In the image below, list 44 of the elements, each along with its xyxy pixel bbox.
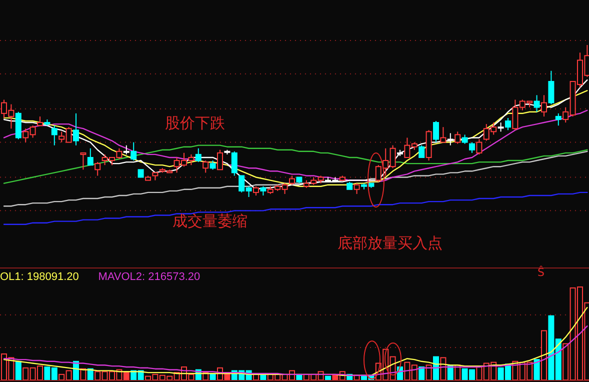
bar (210, 374, 216, 380)
candlestick (210, 160, 216, 170)
candlestick (202, 160, 209, 174)
candlestick (555, 112, 562, 126)
text: 底部放量买入点 (338, 234, 442, 252)
candlestick (462, 134, 468, 144)
candlestick (469, 142, 475, 154)
candlestick (195, 148, 202, 163)
candlestick (289, 175, 295, 186)
candlestick (354, 182, 360, 194)
candlestick (51, 125, 58, 146)
candlestick (454, 131, 461, 144)
candlestick (37, 116, 43, 126)
candlestick (534, 94, 540, 112)
candlestick (260, 186, 266, 196)
candlestick (418, 144, 425, 158)
candlestick (130, 142, 137, 162)
candlestick (548, 70, 554, 105)
candlestick (375, 164, 382, 182)
candlestick (73, 112, 79, 146)
candlestick (541, 94, 547, 117)
candlestick (217, 149, 223, 170)
text: 成交量萎缩 (172, 212, 248, 230)
candlestick (433, 120, 439, 143)
bar (534, 359, 540, 380)
bar (15, 360, 22, 380)
text: OL1: 198091.20 (0, 271, 79, 283)
candlestick (476, 138, 482, 155)
bar (426, 364, 432, 380)
annotation: 股价下跌 (165, 114, 225, 132)
candlestick (94, 162, 101, 176)
candlestick (87, 148, 94, 166)
bar (418, 366, 425, 380)
bar (541, 330, 547, 380)
text: MAVOL2: 216573.20 (98, 271, 200, 283)
text: Ŝ (538, 265, 545, 279)
candlestick (80, 152, 86, 170)
candlestick (231, 150, 238, 176)
candlestick (123, 144, 130, 155)
candlestick (498, 122, 504, 132)
candlestick (505, 117, 511, 131)
candlestick (447, 132, 454, 146)
candlestick (253, 186, 259, 196)
candlestick (440, 126, 446, 143)
